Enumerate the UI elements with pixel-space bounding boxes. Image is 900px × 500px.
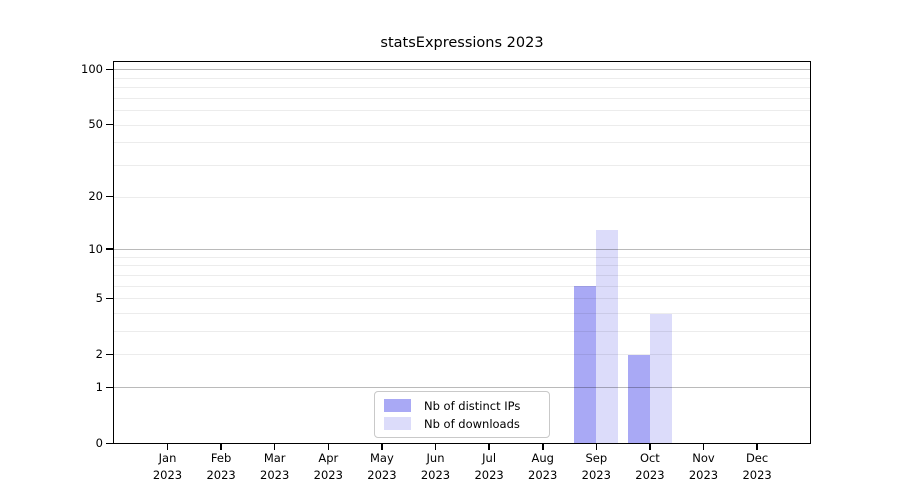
gridline-major: [113, 387, 811, 389]
x-axis-tick-label: Oct 2023: [635, 451, 665, 482]
plot-area: [113, 61, 811, 444]
gridline-minor: [113, 165, 811, 167]
gridline-major: [113, 69, 811, 71]
gridline-minor: [113, 285, 811, 287]
y-axis-tick-label: 1: [95, 379, 103, 394]
x-axis-tick: [327, 444, 330, 450]
x-axis-tick: [702, 444, 705, 450]
x-axis-tick: [595, 444, 597, 450]
x-axis-tick-label: Nov 2023: [688, 451, 719, 482]
y-axis-tick: [106, 353, 113, 356]
gridline-major: [113, 249, 811, 251]
gridline-minor: [113, 77, 811, 79]
bar-oct-distinct-ips: [627, 354, 650, 444]
y-axis-tick: [106, 297, 113, 299]
legend: Nb of distinct IPs Nb of downloads: [374, 391, 550, 438]
bar-sep-distinct-ips: [574, 286, 597, 444]
x-axis-tick-label: Jun 2023: [420, 451, 451, 482]
y-axis-tick-label: 100: [81, 61, 103, 76]
x-axis-tick: [542, 444, 544, 450]
y-axis-tick-label: 20: [88, 189, 103, 204]
bars-layer: [113, 61, 811, 444]
x-axis-tick: [434, 444, 437, 450]
gridline-minor: [113, 196, 811, 198]
gridline-minor: [113, 274, 811, 276]
y-axis-tick-label: 5: [95, 290, 103, 305]
bar-sep-downloads: [596, 230, 619, 444]
gridline-minor: [113, 124, 811, 126]
y-axis-tick-label: 2: [95, 346, 103, 361]
legend-item-distinct-ips: Nb of distinct IPs: [384, 397, 540, 414]
gridline-minor: [113, 265, 811, 267]
gridline-minor: [113, 142, 811, 144]
y-axis-tick-label: 50: [88, 117, 103, 132]
y-axis-tick: [106, 442, 113, 445]
gridline-minor: [113, 298, 811, 300]
y-axis-tick-label: 10: [88, 241, 103, 256]
x-axis-tick-label: Aug 2023: [528, 451, 558, 482]
x-axis-tick: [488, 444, 490, 450]
y-axis-tick: [106, 123, 113, 126]
x-axis-tick: [166, 444, 169, 450]
x-axis-tick-label: May 2023: [367, 451, 397, 482]
gridline-minor: [113, 87, 811, 89]
y-axis-tick: [106, 68, 113, 70]
legend-label-downloads: Nb of downloads: [424, 416, 520, 431]
x-axis-tick-label: Jul 2023: [474, 451, 504, 482]
legend-item-downloads: Nb of downloads: [384, 415, 540, 432]
chart-title: statsExpressions 2023: [380, 35, 544, 51]
x-axis-tick: [220, 444, 222, 450]
gridline-minor: [113, 97, 811, 99]
bar-oct-downloads: [649, 313, 672, 444]
gridline-minor: [113, 110, 811, 112]
x-axis-tick: [756, 444, 758, 450]
x-axis-tick-label: Mar 2023: [260, 451, 290, 482]
x-axis-tick-label: Sep 2023: [581, 451, 611, 482]
x-axis-tick-label: Jan 2023: [152, 451, 183, 482]
gridline-minor: [113, 313, 811, 314]
x-axis-tick: [381, 444, 383, 450]
y-axis-tick: [106, 386, 113, 388]
gridline-minor: [113, 256, 811, 258]
x-axis-tick-label: Feb 2023: [206, 451, 236, 482]
y-axis-tick-label: 0: [95, 436, 103, 450]
gridline-minor: [113, 331, 811, 333]
legend-label-distinct-ips: Nb of distinct IPs: [424, 398, 521, 413]
y-axis-tick: [106, 195, 113, 198]
x-axis-tick-label: Dec 2023: [742, 451, 772, 482]
gridline-minor: [113, 354, 811, 356]
grid-layer: [113, 61, 811, 444]
y-axis-tick: [106, 248, 113, 250]
x-axis-tick-label: Apr 2023: [313, 451, 343, 482]
legend-swatch-downloads: [384, 417, 411, 430]
x-axis-tick: [649, 444, 651, 450]
x-axis-tick: [273, 444, 276, 450]
legend-swatch-distinct-ips: [384, 399, 411, 412]
